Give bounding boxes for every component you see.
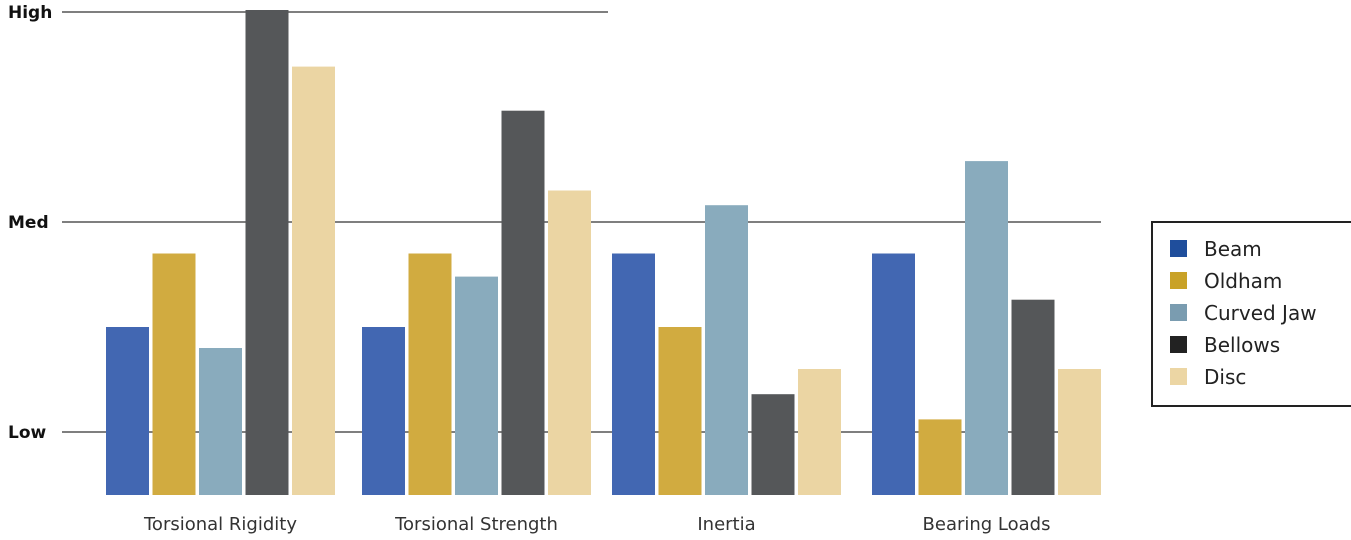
bar-disc-torsional-rigidity bbox=[292, 66, 335, 495]
x-axis-ticks: Torsional Rigidity Torsional Strength Iner… bbox=[143, 514, 1050, 535]
legend-swatch-curved-jaw bbox=[1170, 304, 1187, 321]
legend-label: Beam bbox=[1204, 237, 1262, 261]
bar-oldham-inertia bbox=[658, 327, 702, 495]
y-tick-label: High bbox=[8, 3, 52, 23]
x-tick-label: Inertia bbox=[697, 514, 755, 535]
bar-beam-torsional-strength bbox=[362, 327, 405, 495]
bar-curved-jaw-torsional-strength bbox=[455, 276, 498, 495]
bar-disc-torsional-strength bbox=[548, 190, 591, 495]
bar-oldham-bearing-loads bbox=[918, 419, 962, 495]
legend-swatch-bellows bbox=[1170, 336, 1187, 353]
bar-bellows-torsional-rigidity bbox=[245, 10, 289, 495]
y-tick-label: Low bbox=[8, 423, 47, 443]
bar-curved-jaw-torsional-rigidity bbox=[199, 348, 242, 495]
bar-bellows-torsional-strength bbox=[501, 110, 545, 495]
legend-swatch-beam bbox=[1170, 240, 1187, 257]
bar-bellows-inertia bbox=[751, 394, 795, 495]
legend-items: Beam Oldham Curved Jaw Bellows Disc bbox=[1170, 237, 1317, 389]
legend-label: Bellows bbox=[1204, 333, 1280, 357]
x-tick-label: Torsional Rigidity bbox=[143, 514, 297, 535]
bar-beam-inertia bbox=[612, 253, 655, 495]
x-tick-label: Bearing Loads bbox=[923, 514, 1051, 535]
bar-disc-inertia bbox=[798, 369, 841, 495]
legend-label: Oldham bbox=[1204, 269, 1282, 293]
bar-disc-bearing-loads bbox=[1058, 369, 1101, 495]
x-tick-label: Torsional Strength bbox=[394, 514, 558, 535]
bar-bellows-bearing-loads bbox=[1011, 299, 1055, 495]
bar-curved-jaw-bearing-loads bbox=[965, 161, 1008, 495]
legend-swatch-oldham bbox=[1170, 272, 1187, 289]
bar-curved-jaw-inertia bbox=[705, 205, 748, 495]
legend-label: Disc bbox=[1204, 365, 1246, 389]
bar-oldham-torsional-strength bbox=[408, 253, 452, 495]
bar-beam-torsional-rigidity bbox=[106, 327, 149, 495]
legend: Beam Oldham Curved Jaw Bellows Disc bbox=[1151, 221, 1351, 407]
bar-oldham-torsional-rigidity bbox=[152, 253, 196, 495]
bar-beam-bearing-loads bbox=[872, 253, 915, 495]
legend-label: Curved Jaw bbox=[1204, 301, 1317, 325]
legend-swatch-disc bbox=[1170, 368, 1187, 385]
y-tick-label: Med bbox=[8, 213, 49, 233]
bars bbox=[106, 10, 1101, 495]
y-axis-ticks: Low Med High bbox=[8, 3, 52, 443]
